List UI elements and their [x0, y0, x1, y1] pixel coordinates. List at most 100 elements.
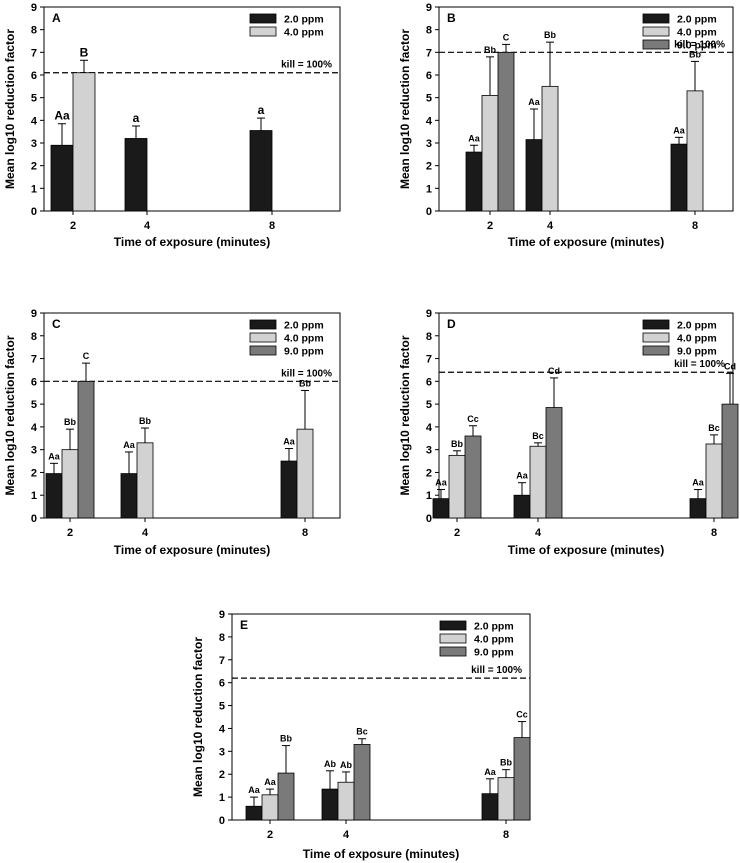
- bar-2-0-ppmmin-2: [45, 473, 63, 519]
- bar-significance-label: Bb: [500, 758, 512, 768]
- bar-2-0-ppmmin-8: [249, 130, 273, 212]
- x-tick-label: 4: [535, 527, 542, 539]
- x-axis-label: Time of exposure (minutes): [114, 543, 270, 557]
- legend-label: 9.0 ppm: [677, 346, 717, 358]
- bar-significance-label: Aa: [48, 451, 60, 461]
- legend-swatch: [249, 345, 277, 356]
- plot-frame: [231, 613, 531, 821]
- x-tick-label: 8: [302, 527, 308, 539]
- bar-9-0-ppmmin-4: [353, 744, 371, 821]
- bar-significance-label: Aa: [435, 478, 447, 488]
- y-tick-label: 3: [31, 138, 37, 150]
- bar-2-0-ppmmin-2: [245, 805, 263, 821]
- x-tick-label: 2: [487, 220, 493, 232]
- bar-significance-label: Ab: [324, 759, 336, 769]
- legend-label: 2.0 ppm: [474, 621, 514, 633]
- y-tick-label: 0: [426, 513, 432, 525]
- bar-4-0-ppmmin-4: [337, 781, 355, 821]
- bar-4-0-ppmmin-4: [529, 445, 547, 519]
- bar-significance-label: Ab: [340, 760, 352, 770]
- x-tick-label: 4: [142, 527, 149, 539]
- bar-2-0-ppmmin-8: [670, 143, 688, 212]
- bar-2-0-ppmmin-4: [525, 139, 543, 212]
- y-tick-label: 5: [31, 93, 37, 105]
- bar-significance-label: Bb: [64, 417, 76, 427]
- bar-2-0-ppmmin-4: [120, 473, 138, 519]
- bar-significance-label: Bb: [544, 30, 556, 40]
- x-tick-label: 4: [144, 220, 151, 232]
- bar-significance-label: Aa: [468, 133, 480, 143]
- bar-significance-label: Aa: [264, 777, 276, 787]
- bar-significance-label: Aa: [248, 785, 260, 795]
- legend-label: 9.0 ppm: [677, 40, 717, 52]
- bar-significance-label: C: [83, 351, 90, 361]
- x-tick-label: 8: [503, 829, 509, 841]
- plot-frame: [43, 6, 341, 212]
- y-tick-label: 9: [31, 308, 37, 320]
- x-axis-label: Time of exposure (minutes): [114, 235, 270, 249]
- x-axis-label: Time of exposure (minutes): [508, 235, 664, 249]
- y-tick-label: 0: [426, 206, 432, 218]
- y-tick-label: 0: [31, 206, 37, 218]
- x-tick-label: 8: [711, 527, 717, 539]
- y-axis-label: Mean log10 reduction factor: [3, 29, 17, 189]
- y-tick-label: 7: [31, 354, 37, 366]
- y-tick-label: 8: [31, 25, 37, 37]
- bar-4-0-ppmmin-2: [72, 72, 96, 212]
- legend-swatch: [249, 26, 277, 37]
- y-tick-label: 5: [426, 93, 432, 105]
- y-tick-label: 6: [31, 70, 37, 82]
- panel-letter: D: [447, 317, 456, 331]
- y-tick-label: 3: [426, 445, 432, 457]
- y-tick-label: 1: [31, 183, 37, 195]
- bar-significance-label: Bb: [689, 49, 701, 59]
- bar-4-0-ppmmin-2: [261, 794, 279, 821]
- bar-2-0-ppmmin-8: [689, 498, 707, 519]
- panel-letter: C: [52, 317, 61, 331]
- x-tick-label: 2: [67, 527, 73, 539]
- legend-swatch: [642, 319, 670, 330]
- x-tick-label: 2: [454, 527, 460, 539]
- bar-2-0-ppmmin-2: [50, 144, 74, 212]
- bar-9-0-ppmmin-2: [464, 435, 482, 519]
- bar-2-0-ppmmin-8: [481, 793, 499, 821]
- panel-letter: B: [447, 11, 456, 25]
- y-tick-label: 2: [426, 467, 432, 479]
- y-tick-label: 1: [219, 792, 225, 804]
- y-tick-label: 9: [31, 2, 37, 14]
- kill-line-label: kill = 100%: [471, 665, 522, 676]
- legend-swatch: [439, 620, 467, 631]
- bar-4-0-ppmmin-2: [61, 449, 79, 519]
- bar-significance-label: Aa: [692, 478, 704, 488]
- bar-4-0-ppmmin-2: [448, 454, 466, 519]
- y-tick-label: 2: [219, 769, 225, 781]
- y-tick-label: 6: [219, 678, 225, 690]
- legend-swatch: [249, 13, 277, 24]
- legend-swatch: [439, 633, 467, 644]
- bar-9-0-ppmmin-2: [277, 772, 295, 821]
- bar-2-0-ppmmin-8: [280, 460, 298, 519]
- bar-significance-label: Aa: [484, 767, 496, 777]
- bar-4-0-ppmmin-8: [686, 90, 704, 212]
- x-tick-label: 2: [267, 829, 273, 841]
- kill-line-label: kill = 100%: [281, 368, 332, 379]
- bar-2-0-ppmmin-2: [465, 151, 483, 212]
- bar-significance-label: Aa: [283, 437, 295, 447]
- y-tick-label: 4: [31, 115, 38, 127]
- bar-significance-label: Bc: [356, 727, 368, 737]
- y-tick-label: 2: [31, 467, 37, 479]
- bar-significance-label: Cd: [724, 361, 736, 371]
- y-tick-label: 2: [31, 161, 37, 173]
- y-tick-label: 3: [31, 445, 37, 457]
- y-tick-label: 8: [219, 632, 225, 644]
- bar-significance-label: Bb: [299, 378, 311, 388]
- legend-swatch: [642, 26, 670, 37]
- bar-significance-label: Bb: [280, 734, 292, 744]
- bar-2-0-ppmmin-4: [321, 788, 339, 821]
- y-tick-label: 0: [219, 815, 225, 827]
- y-tick-label: 6: [426, 376, 432, 388]
- y-tick-label: 3: [426, 138, 432, 150]
- kill-line-label: kill = 100%: [674, 359, 725, 370]
- legend-label: 4.0 ppm: [284, 333, 324, 345]
